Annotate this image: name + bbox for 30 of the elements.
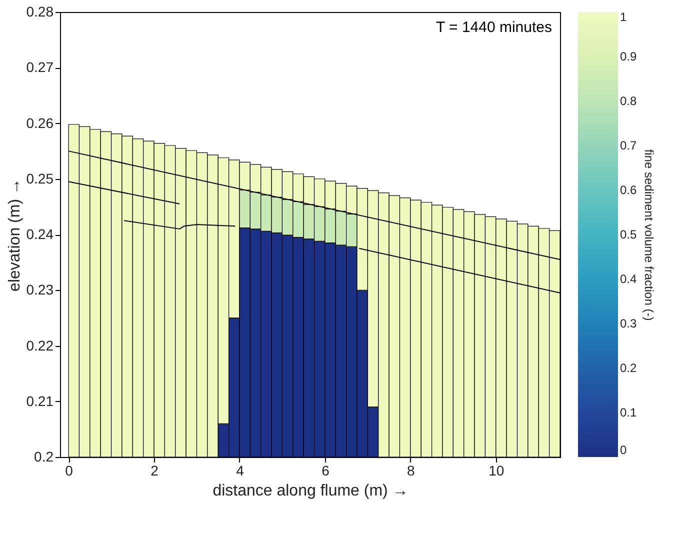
color-bar-label: 0.4 (620, 272, 638, 286)
y-tick-label: 0.22 (26, 337, 54, 354)
y-tick-label: 0.23 (26, 282, 54, 298)
x-tick-label: 10 (488, 462, 504, 478)
y-axis-title: elevation (m) → (6, 178, 24, 292)
y-tick-label: 0.24 (26, 226, 54, 242)
color-bar-label: 0.1 (620, 406, 638, 420)
x-tick-label: 6 (322, 462, 330, 478)
x-tick-label: 0 (65, 462, 74, 478)
color-bar-title: fine sediment volume fraction (-) (642, 149, 656, 321)
color-bar-label: 0 (620, 443, 627, 457)
color-bar-label: 0.5 (620, 228, 638, 242)
color-bar-label: 0.7 (620, 138, 638, 152)
color-bar-label: 0.6 (620, 183, 638, 197)
y-tick-label: 0.25 (26, 170, 54, 186)
x-axis-title: distance along flume (m) → (212, 482, 408, 500)
x-tick-label: 8 (407, 462, 416, 478)
annotation: T = 1440 minutes (436, 19, 552, 36)
color-bar-label: 0.8 (620, 94, 638, 108)
x-tick-label: 4 (236, 462, 244, 478)
x-tick-label: 2 (150, 462, 159, 478)
color-bar-label: 1 (620, 10, 627, 24)
y-tick-label: 0.27 (26, 59, 54, 76)
y-tick-label: 0.28 (26, 4, 54, 20)
y-tick-label: 0.21 (26, 392, 54, 409)
color-bar-label: 0.3 (620, 316, 638, 330)
color-bar-label: 0.2 (620, 361, 638, 375)
color-bar-label: 0.9 (620, 50, 638, 64)
y-tick-label: 0.26 (26, 114, 54, 131)
y-tick-label: 0.2 (34, 448, 54, 464)
